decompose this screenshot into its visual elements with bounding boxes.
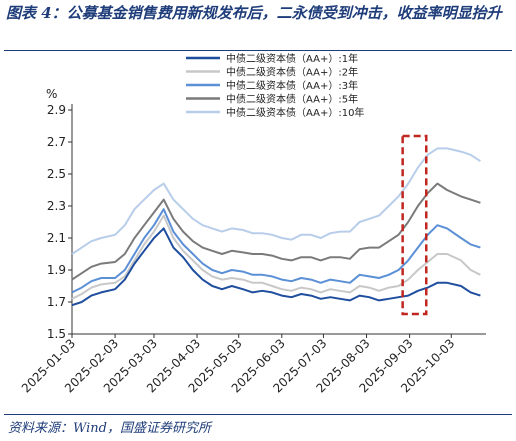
highlight-box xyxy=(401,134,428,316)
title-divider xyxy=(4,50,512,51)
legend-label: 中债二级资本债（AA+）:10年 xyxy=(226,106,364,119)
series-line xyxy=(71,214,481,300)
y-tick-label: 1.5 xyxy=(47,327,66,341)
series-line xyxy=(71,147,481,255)
y-tick-label: 2.9 xyxy=(47,103,66,117)
legend-label: 中债二级资本债（AA+）:3年 xyxy=(226,79,358,92)
y-axis-label: % xyxy=(46,87,57,101)
y-axis: 1.5 1.7 1.9 2.1 2.3 2.5 2.7 2.9 xyxy=(47,103,73,341)
legend-label: 中债二级资本债（AA+）:2年 xyxy=(226,66,358,79)
chart-legend: 中债二级资本债（AA+）:1年中债二级资本债（AA+）:2年中债二级资本债（AA… xyxy=(186,52,364,119)
source-divider xyxy=(4,414,512,415)
y-tick-label: 2.5 xyxy=(47,167,66,181)
series-line xyxy=(71,227,481,307)
y-tick-label: 2.7 xyxy=(47,135,66,149)
y-tick-label: 2.1 xyxy=(47,231,66,245)
source-note: 资料来源：Wind，国盛证券研究所 xyxy=(8,421,211,436)
y-tick-label: 1.7 xyxy=(47,295,66,309)
series-lines xyxy=(71,147,481,307)
series-line xyxy=(71,208,481,294)
legend-label: 中债二级资本债（AA+）:1年 xyxy=(226,52,358,65)
x-axis: 2025-01-032025-02-032025-03-032025-04-03… xyxy=(19,333,486,395)
legend-label: 中债二级资本债（AA+）:5年 xyxy=(226,93,358,106)
y-tick-label: 2.3 xyxy=(47,199,66,213)
series-line xyxy=(71,182,481,281)
y-tick-label: 1.9 xyxy=(47,263,66,277)
chart-title: 图表 4：公募基金销售费用新规发布后，二永债受到冲击，收益率明显抬升 xyxy=(6,4,502,22)
